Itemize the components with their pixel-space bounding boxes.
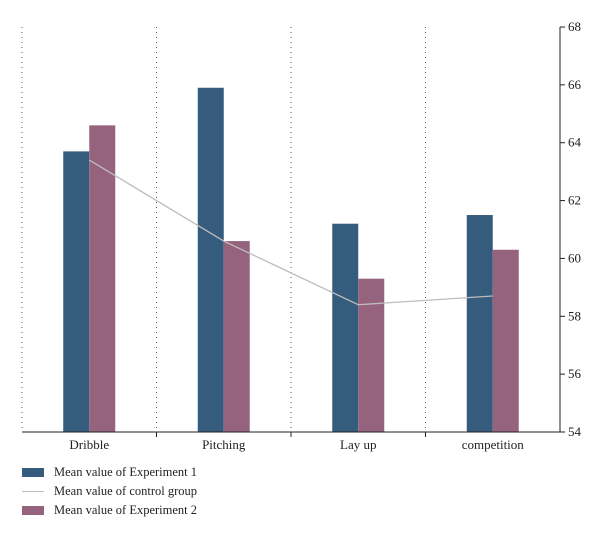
bar-experiment-2 bbox=[89, 125, 116, 432]
y-tick-label: 66 bbox=[568, 77, 582, 92]
bar-chart: Dribble Pitching Lay up competition 54 56 58 60… bbox=[21, 19, 582, 452]
x-tick-label: Lay up bbox=[340, 437, 376, 452]
legend-item-experiment-2: Mean value of Experiment 2 bbox=[22, 501, 197, 520]
bar-experiment-1 bbox=[466, 215, 493, 432]
bar-experiment-1 bbox=[63, 151, 90, 432]
legend-item-experiment-1: Mean value of Experiment 1 bbox=[22, 463, 197, 482]
legend-swatch-experiment-2 bbox=[22, 506, 44, 515]
x-tick-label: Pitching bbox=[202, 437, 246, 452]
control-group-line bbox=[88, 159, 493, 306]
y-tick-label: 64 bbox=[568, 135, 582, 150]
bar-experiment-2 bbox=[223, 241, 250, 432]
legend: Mean value of Experiment 1 Mean value of… bbox=[22, 463, 197, 520]
y-tick-label: 68 bbox=[568, 19, 581, 34]
legend-label-control-group: Mean value of control group bbox=[54, 484, 198, 498]
x-tick-label: competition bbox=[462, 437, 525, 452]
y-tick-label: 60 bbox=[568, 250, 581, 265]
y-tick-label: 62 bbox=[568, 193, 581, 208]
y-tick-label: 58 bbox=[568, 308, 581, 323]
legend-swatch-experiment-1 bbox=[22, 468, 44, 477]
bar-experiment-1 bbox=[332, 223, 359, 432]
x-tick-label: Dribble bbox=[69, 437, 109, 452]
legend-item-control-group: Mean value of control group bbox=[22, 482, 197, 501]
bar-experiment-1 bbox=[197, 87, 224, 432]
y-tick-label: 56 bbox=[568, 366, 582, 381]
bar-experiment-2 bbox=[492, 249, 519, 432]
bar-experiment-2 bbox=[358, 278, 385, 432]
legend-swatch-control-group bbox=[22, 490, 44, 493]
y-tick-label: 54 bbox=[568, 424, 582, 439]
legend-label-experiment-2: Mean value of Experiment 2 bbox=[54, 503, 198, 517]
legend-label-experiment-1: Mean value of Experiment 1 bbox=[54, 465, 198, 479]
